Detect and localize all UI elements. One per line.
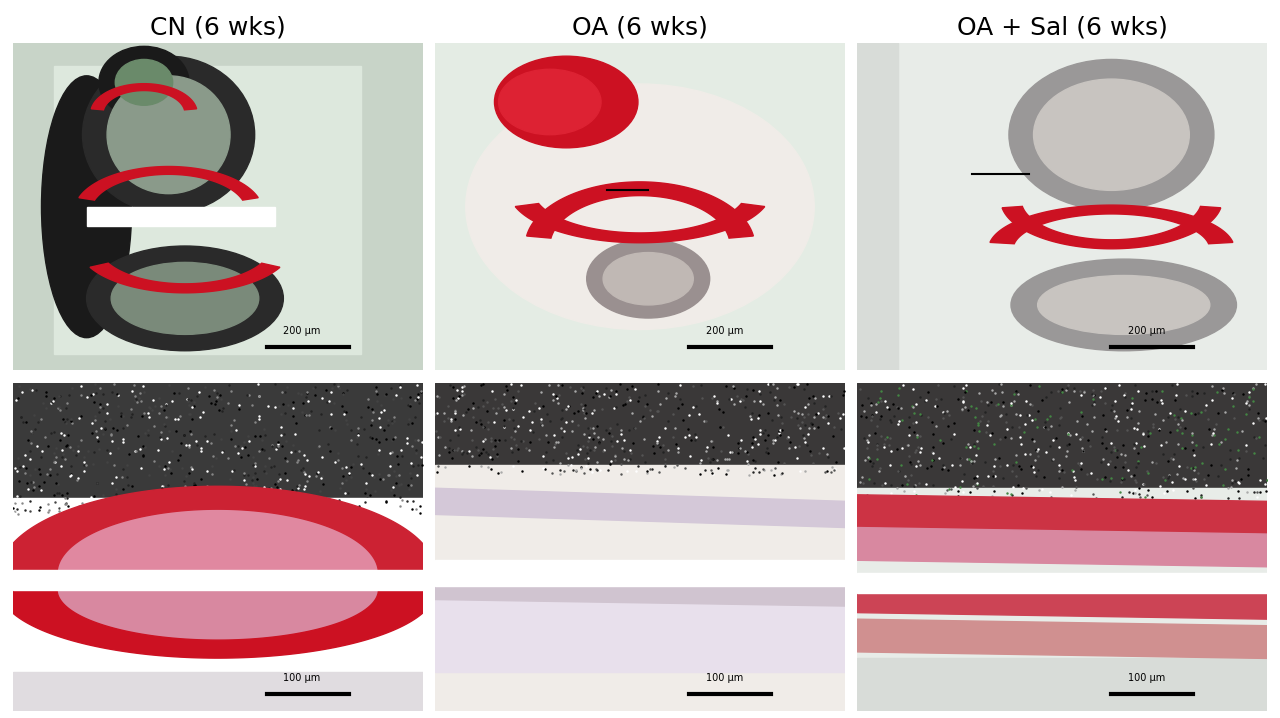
Bar bbox=[13, 383, 422, 514]
Ellipse shape bbox=[82, 56, 255, 213]
Text: OA (6 wks): OA (6 wks) bbox=[572, 16, 708, 39]
Bar bbox=[87, 207, 275, 226]
Bar bbox=[858, 574, 1267, 593]
Ellipse shape bbox=[1011, 259, 1236, 351]
Ellipse shape bbox=[1033, 79, 1189, 190]
Polygon shape bbox=[58, 589, 379, 640]
Ellipse shape bbox=[499, 69, 602, 135]
Text: CN (6 wks): CN (6 wks) bbox=[150, 16, 285, 39]
Polygon shape bbox=[858, 528, 1267, 567]
Bar bbox=[435, 600, 845, 671]
Ellipse shape bbox=[115, 60, 173, 106]
Ellipse shape bbox=[87, 246, 283, 351]
Polygon shape bbox=[1002, 206, 1221, 249]
Bar bbox=[13, 671, 422, 711]
Text: 200 μm: 200 μm bbox=[1128, 327, 1165, 337]
Bar bbox=[435, 560, 845, 587]
Ellipse shape bbox=[494, 56, 637, 148]
Bar bbox=[858, 43, 899, 370]
Polygon shape bbox=[516, 203, 764, 243]
Ellipse shape bbox=[1009, 60, 1213, 210]
Polygon shape bbox=[79, 167, 259, 200]
Ellipse shape bbox=[586, 240, 709, 318]
Bar bbox=[858, 488, 1267, 711]
Ellipse shape bbox=[41, 76, 132, 337]
Bar bbox=[435, 465, 845, 711]
Text: OA + Sal (6 wks): OA + Sal (6 wks) bbox=[956, 16, 1167, 39]
Bar bbox=[858, 383, 1267, 498]
Polygon shape bbox=[989, 205, 1233, 244]
Text: 100 μm: 100 μm bbox=[283, 673, 320, 684]
Ellipse shape bbox=[466, 84, 814, 330]
Bar bbox=[13, 570, 422, 589]
Ellipse shape bbox=[111, 262, 259, 335]
Text: 100 μm: 100 μm bbox=[705, 673, 742, 684]
Bar bbox=[435, 383, 845, 475]
Polygon shape bbox=[0, 589, 436, 658]
Text: 200 μm: 200 μm bbox=[283, 327, 321, 337]
Polygon shape bbox=[435, 488, 845, 528]
Polygon shape bbox=[858, 495, 1267, 534]
Polygon shape bbox=[435, 567, 845, 606]
Polygon shape bbox=[0, 486, 436, 574]
Polygon shape bbox=[858, 619, 1267, 658]
Ellipse shape bbox=[1038, 276, 1210, 335]
Polygon shape bbox=[858, 580, 1267, 619]
Ellipse shape bbox=[99, 47, 189, 118]
Polygon shape bbox=[91, 84, 197, 110]
Bar bbox=[858, 658, 1267, 711]
Text: 100 μm: 100 μm bbox=[1128, 673, 1165, 684]
Polygon shape bbox=[58, 509, 379, 574]
Ellipse shape bbox=[603, 253, 694, 305]
Bar bbox=[13, 498, 422, 711]
Polygon shape bbox=[526, 182, 754, 238]
Ellipse shape bbox=[108, 76, 230, 194]
Polygon shape bbox=[90, 264, 280, 293]
Text: 200 μm: 200 μm bbox=[705, 327, 742, 337]
Bar bbox=[54, 66, 361, 354]
